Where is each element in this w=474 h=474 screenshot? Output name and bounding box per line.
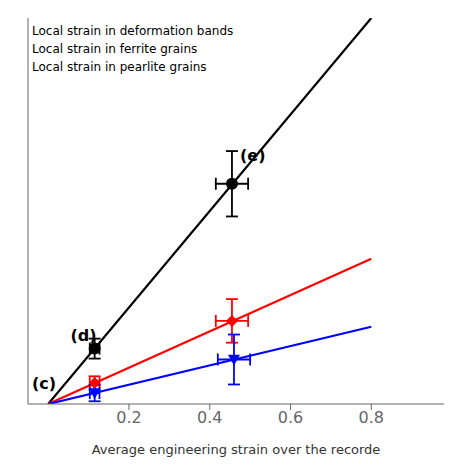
- svg-text:Average engineering strain ove: Average engineering strain over the reco…: [92, 442, 381, 457]
- html-text:Local strain in pearlite grain: Local strain in pearlite grains: [32, 60, 207, 74]
- svg-text:(e): (e): [240, 146, 265, 165]
- svg-text:0.2: 0.2: [116, 408, 141, 427]
- svg-text:(c): (c): [32, 374, 56, 393]
- svg-text:0.4: 0.4: [197, 408, 222, 427]
- html-text:Local strain in ferrite grains: Local strain in ferrite grains: [32, 42, 198, 56]
- svg-text:0.8: 0.8: [359, 408, 384, 427]
- svg-text:0.6: 0.6: [278, 408, 303, 427]
- html-text:Local strain in deformation ba: Local strain in deformation bands: [32, 24, 234, 38]
- svg-text:(d): (d): [70, 326, 96, 345]
